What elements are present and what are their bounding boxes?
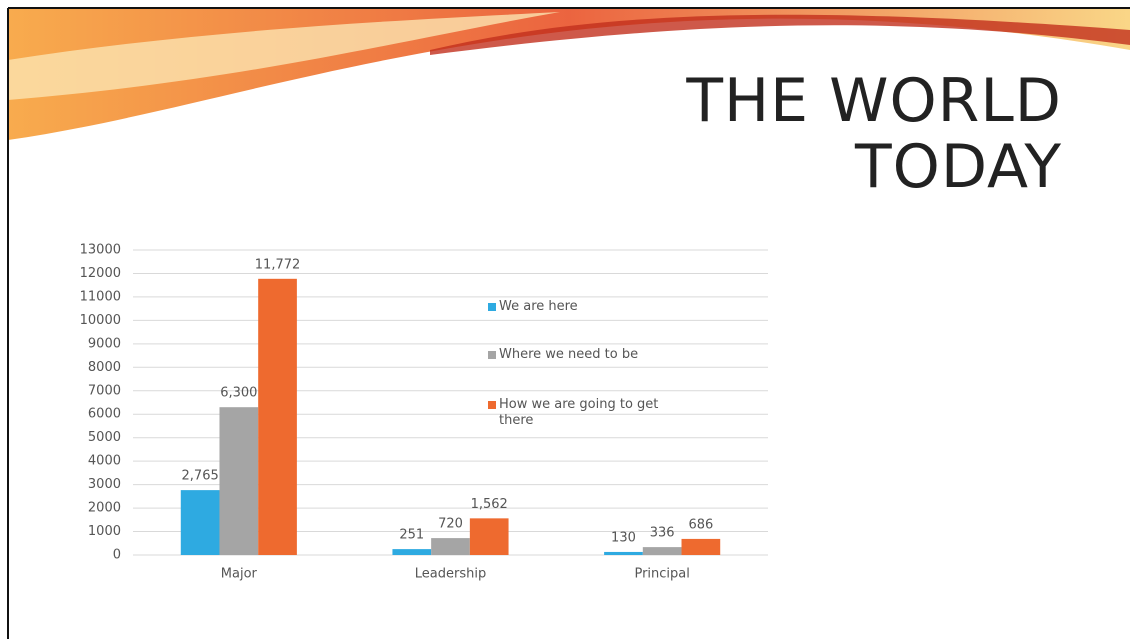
legend-entry: How we are going to get there bbox=[488, 397, 684, 429]
y-tick-label: 0 bbox=[113, 548, 121, 563]
value-label: 130 bbox=[611, 530, 636, 545]
y-tick-label: 13000 bbox=[80, 243, 121, 258]
y-tick-label: 3000 bbox=[88, 477, 121, 492]
y-tick-label: 10000 bbox=[80, 313, 121, 328]
bar bbox=[180, 490, 220, 555]
legend-label: Where we need to be bbox=[499, 347, 639, 362]
bar bbox=[469, 518, 509, 555]
x-tick-label: Principal bbox=[634, 567, 689, 582]
y-tick-label: 7000 bbox=[88, 383, 121, 398]
bar bbox=[431, 538, 470, 555]
y-tick-label: 9000 bbox=[88, 336, 121, 351]
legend-label: How we are going to get there bbox=[499, 397, 659, 428]
bar bbox=[642, 547, 682, 555]
value-label: 251 bbox=[399, 528, 424, 543]
y-tick-label: 4000 bbox=[88, 454, 121, 469]
y-tick-label: 11000 bbox=[80, 289, 121, 304]
bar bbox=[258, 278, 297, 555]
value-label: 1,562 bbox=[471, 497, 508, 512]
value-label: 336 bbox=[650, 526, 675, 541]
x-tick-label: Major bbox=[221, 567, 258, 582]
slide-title: THE WORLD TODAY bbox=[686, 66, 1062, 202]
y-tick-label: 6000 bbox=[88, 407, 121, 422]
decoration bbox=[7, 7, 1130, 639]
value-label: 686 bbox=[688, 517, 713, 532]
bar bbox=[219, 407, 259, 555]
value-label: 720 bbox=[438, 517, 463, 532]
value-label: 11,772 bbox=[255, 257, 301, 272]
legend-label: We are here bbox=[499, 299, 578, 314]
y-tick-label: 8000 bbox=[88, 360, 121, 375]
bar bbox=[681, 538, 721, 555]
legend-entry: We are here bbox=[488, 299, 684, 315]
bar bbox=[604, 551, 643, 555]
bar bbox=[392, 549, 432, 555]
legend-swatch bbox=[488, 351, 496, 359]
x-tick-label: Leadership bbox=[415, 567, 486, 582]
value-label: 2,765 bbox=[182, 469, 219, 484]
y-tick-label: 12000 bbox=[80, 266, 121, 281]
y-tick-label: 1000 bbox=[88, 524, 121, 539]
y-tick-label: 5000 bbox=[88, 430, 121, 445]
value-label: 6,300 bbox=[220, 386, 257, 401]
y-tick-label: 2000 bbox=[88, 501, 121, 516]
legend-entry: Where we need to be bbox=[488, 347, 684, 363]
legend-swatch bbox=[488, 401, 496, 409]
legend-swatch bbox=[488, 303, 496, 311]
